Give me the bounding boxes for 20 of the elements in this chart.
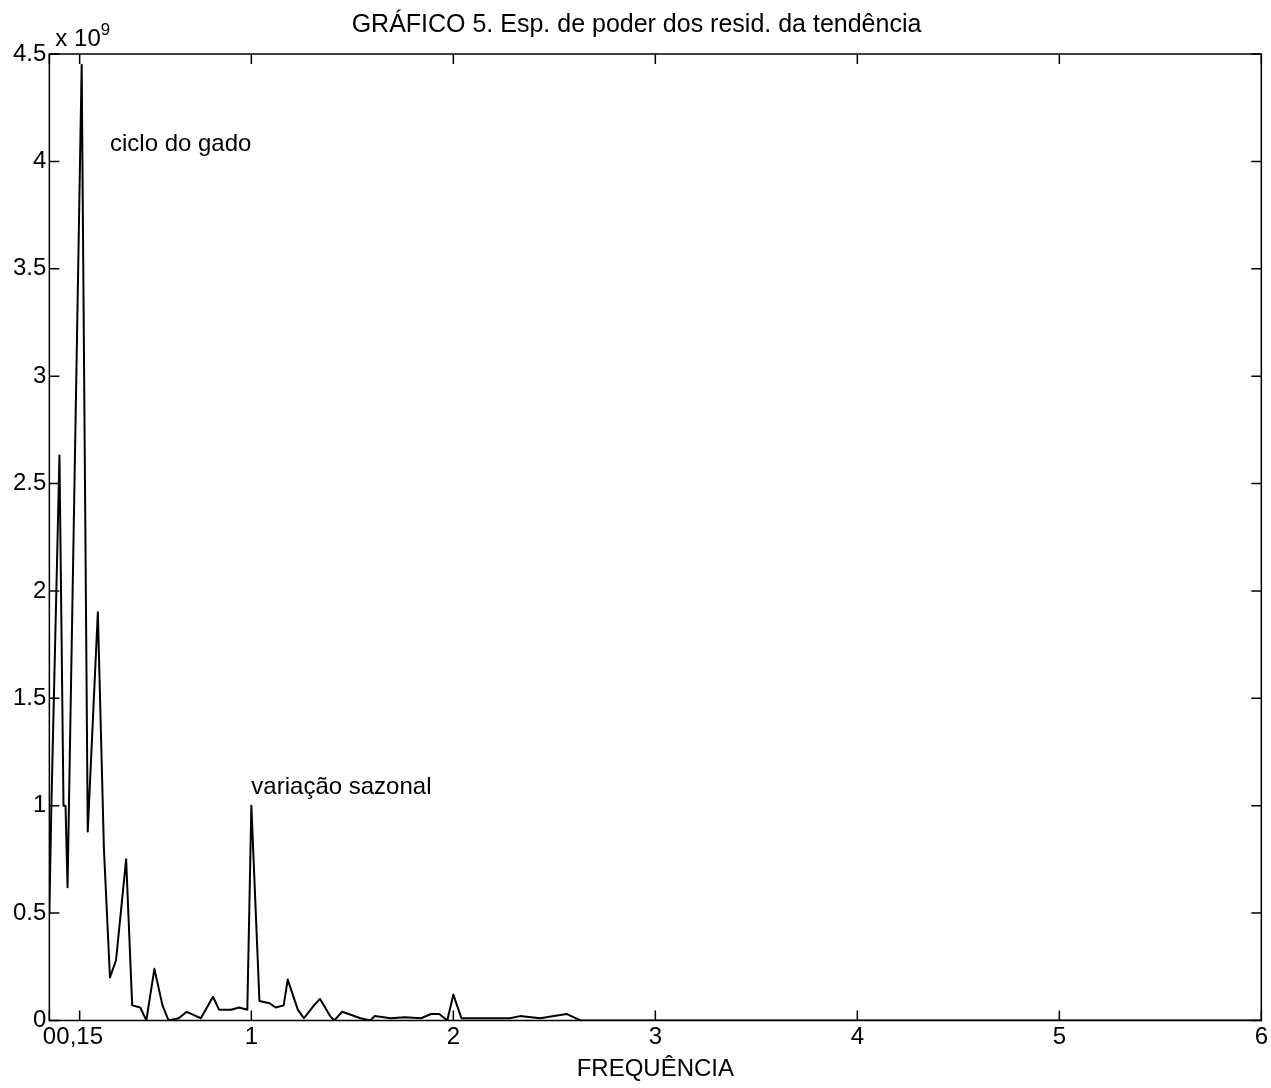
- x-tick-label: 1: [244, 1022, 259, 1050]
- y-tick-label: 2.5: [12, 468, 47, 496]
- y-tick-label: 3: [33, 360, 47, 388]
- x-tick-label: 6: [1254, 1022, 1269, 1050]
- y-tick-label: 1.5: [12, 682, 47, 710]
- x-tick-label: 3: [648, 1022, 663, 1050]
- y-tick-label: 2: [33, 575, 47, 603]
- x-axis-title: FREQUÊNCIA: [576, 1054, 735, 1082]
- y-tick-label: 3.5: [12, 253, 47, 281]
- annotation: ciclo do gado: [109, 128, 252, 156]
- y-tick-label: 4: [33, 146, 47, 173]
- y-tick-label: 1: [33, 790, 47, 818]
- x-tick-label: 4: [850, 1022, 865, 1050]
- chart-title: GRÁFICO 5. Esp. de poder dos resid. da tendência: [351, 8, 922, 37]
- x-tick-label: 0,15: [56, 1022, 104, 1050]
- annotation: variação sazonal: [251, 771, 432, 799]
- y-tick-label: 0.5: [12, 897, 47, 925]
- y-tick-label: 4.5: [12, 38, 47, 66]
- x-tick-label: 2: [446, 1022, 461, 1050]
- x-tick-label: 5: [1052, 1022, 1067, 1050]
